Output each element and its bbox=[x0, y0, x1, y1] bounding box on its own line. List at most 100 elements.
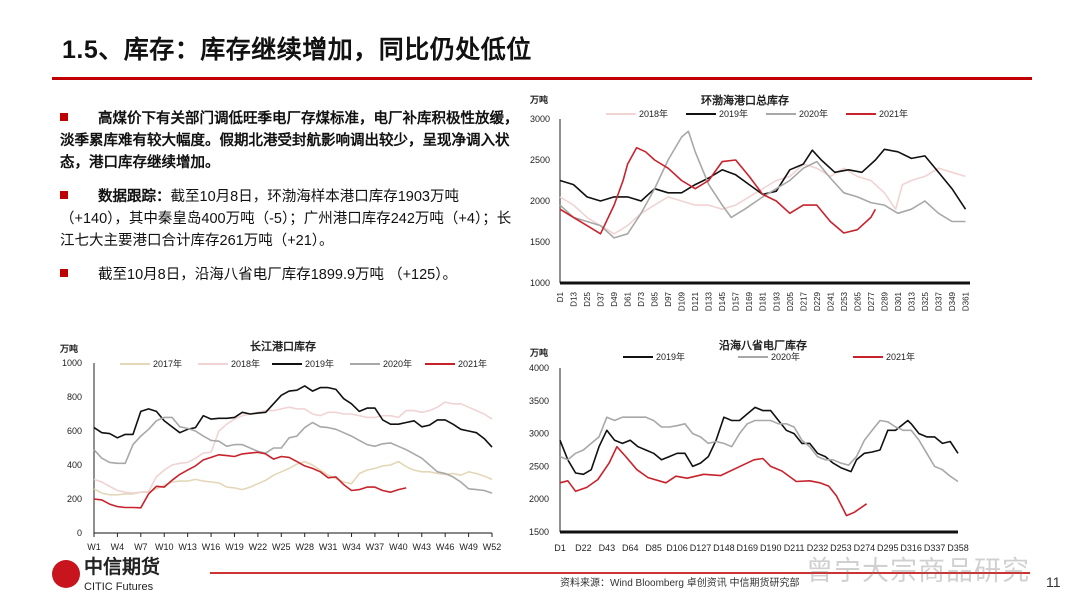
y-tick-label: 2000 bbox=[529, 494, 549, 504]
y-axis-unit: 万吨 bbox=[59, 343, 78, 354]
x-tick-label: D43 bbox=[599, 543, 616, 553]
y-axis-unit: 万吨 bbox=[529, 347, 548, 358]
x-tick-label: W52 bbox=[483, 542, 502, 552]
legend-label: 2019年 bbox=[305, 358, 334, 369]
y-tick-label: 200 bbox=[67, 494, 82, 504]
chart-title: 环渤海港口总库存 bbox=[701, 93, 789, 107]
x-tick-label: D316 bbox=[900, 543, 922, 553]
x-tick-label: D121 bbox=[691, 291, 700, 311]
slide-title: 1.5、库存：库存继续增加，同比仍处低位 bbox=[62, 36, 532, 64]
y-tick-label: 0 bbox=[77, 528, 82, 538]
y-tick-label: 800 bbox=[67, 392, 82, 402]
x-tick-label: D274 bbox=[854, 543, 876, 553]
x-tick-label: W34 bbox=[342, 542, 361, 552]
series-line-2021年 bbox=[559, 146, 877, 235]
x-tick-label: W16 bbox=[202, 542, 221, 552]
bullet-list: 高煤价下有关部门调低旺季电厂存煤标准，电厂补库积极性放缓，淡季累库难有较大幅度。… bbox=[60, 108, 522, 298]
x-tick-label: D241 bbox=[826, 291, 835, 311]
x-tick-label: D361 bbox=[961, 291, 970, 311]
legend-label: 2020年 bbox=[799, 108, 828, 119]
bullet-item: 截至10月8日，沿海八省电厂库存1899.9万吨 （+125）。 bbox=[60, 264, 522, 286]
x-tick-label: D325 bbox=[921, 291, 930, 311]
footer-divider bbox=[210, 572, 1030, 574]
x-tick-label: W46 bbox=[436, 542, 455, 552]
y-tick-label: 3000 bbox=[530, 114, 550, 124]
x-tick-label: D85 bbox=[651, 291, 660, 306]
x-tick-label: W19 bbox=[225, 542, 244, 552]
chart-title: 沿海八省电厂库存 bbox=[719, 338, 807, 352]
bullet-square-icon bbox=[60, 269, 68, 277]
y-tick-label: 2500 bbox=[530, 155, 550, 165]
x-tick-label: W1 bbox=[87, 542, 101, 552]
x-tick-label: D85 bbox=[645, 543, 662, 553]
series-line-2020年 bbox=[93, 416, 493, 494]
legend-label: 2020年 bbox=[771, 351, 800, 362]
y-tick-label: 400 bbox=[67, 460, 82, 470]
x-tick-label: W49 bbox=[459, 542, 478, 552]
y-axis-unit: 万吨 bbox=[529, 94, 548, 105]
x-tick-label: W25 bbox=[272, 542, 291, 552]
legend-label: 2021年 bbox=[886, 351, 915, 362]
x-tick-label: D49 bbox=[610, 291, 619, 306]
x-tick-label: D253 bbox=[830, 543, 852, 553]
x-tick-label: D13 bbox=[570, 291, 579, 306]
legend-label: 2019年 bbox=[656, 351, 685, 362]
series-line-2020年 bbox=[559, 130, 966, 239]
x-tick-label: W40 bbox=[389, 542, 408, 552]
legend-label: 2018年 bbox=[639, 108, 668, 119]
x-tick-label: D265 bbox=[853, 291, 862, 311]
x-tick-label: D289 bbox=[880, 291, 889, 311]
series-line-2019年 bbox=[93, 385, 493, 448]
page-number: 11 bbox=[1046, 574, 1061, 590]
bullet-text: 截至10月8日，沿海八省电厂库存1899.9万吨 （+125）。 bbox=[98, 267, 457, 283]
x-tick-label: D61 bbox=[624, 291, 633, 306]
x-tick-label: D169 bbox=[737, 543, 759, 553]
x-tick-label: D253 bbox=[840, 291, 849, 311]
source-note: 资料来源：Wind Bloomberg 卓创资讯 中信期货研究部 bbox=[560, 578, 800, 589]
bullet-bold-text: 数据跟踪： bbox=[98, 189, 171, 205]
x-tick-label: D73 bbox=[637, 291, 646, 306]
x-tick-label: D358 bbox=[947, 543, 969, 553]
logo-cn-text: 中信期货 bbox=[84, 557, 161, 578]
legend-label: 2021年 bbox=[458, 358, 487, 369]
legend-label: 2018年 bbox=[231, 358, 260, 369]
x-tick-label: D190 bbox=[760, 543, 782, 553]
x-tick-label: W31 bbox=[319, 542, 338, 552]
x-tick-label: D22 bbox=[575, 543, 592, 553]
x-tick-label: D181 bbox=[759, 291, 768, 311]
x-tick-label: W28 bbox=[295, 542, 314, 552]
title-divider bbox=[52, 77, 1032, 80]
x-tick-label: W7 bbox=[134, 542, 148, 552]
chart-title: 长江港口库存 bbox=[250, 339, 316, 353]
bullet-item: 高煤价下有关部门调低旺季电厂存煤标准，电厂补库积极性放缓，淡季累库难有较大幅度。… bbox=[60, 108, 522, 174]
y-tick-label: 1500 bbox=[529, 527, 549, 537]
citic-logo-icon bbox=[52, 560, 80, 588]
x-tick-label: D127 bbox=[690, 543, 712, 553]
x-tick-label: D205 bbox=[786, 291, 795, 311]
x-tick-label: D232 bbox=[807, 543, 829, 553]
x-tick-label: D295 bbox=[877, 543, 899, 553]
y-tick-label: 4000 bbox=[529, 363, 549, 373]
x-tick-label: D337 bbox=[924, 543, 946, 553]
x-tick-label: D169 bbox=[745, 291, 754, 311]
x-tick-label: D25 bbox=[583, 291, 592, 306]
series-line-2019年 bbox=[559, 406, 959, 476]
y-tick-label: 600 bbox=[67, 426, 82, 436]
x-tick-label: D109 bbox=[678, 291, 687, 311]
x-tick-label: D229 bbox=[813, 291, 822, 311]
x-tick-label: D145 bbox=[718, 291, 727, 311]
x-tick-label: D313 bbox=[907, 291, 916, 311]
legend-label: 2021年 bbox=[879, 108, 908, 119]
y-tick-label: 1000 bbox=[62, 358, 82, 368]
legend-label: 2019年 bbox=[719, 108, 748, 119]
x-tick-label: D277 bbox=[867, 291, 876, 311]
x-tick-label: D133 bbox=[705, 291, 714, 311]
x-tick-label: D37 bbox=[597, 291, 606, 306]
y-tick-label: 3500 bbox=[529, 396, 549, 406]
x-tick-label: W13 bbox=[178, 542, 197, 552]
x-tick-label: D157 bbox=[732, 291, 741, 311]
series-line-2020年 bbox=[559, 416, 959, 483]
series-line-2021年 bbox=[559, 445, 868, 517]
